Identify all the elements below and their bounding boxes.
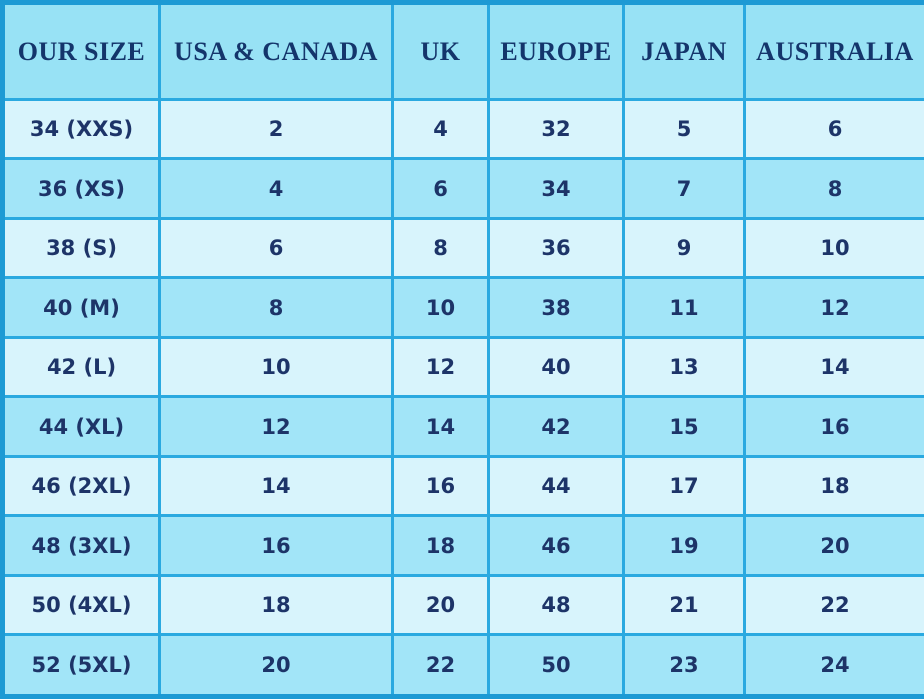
size-cell: 20: [391, 573, 490, 637]
size-cell: 22: [391, 633, 490, 698]
row-label-cell: 40 (M): [1, 276, 161, 339]
size-cell: 40: [487, 335, 625, 399]
size-cell: 19: [622, 514, 746, 577]
size-cell: 17: [622, 454, 746, 518]
size-cell: 13: [622, 335, 746, 399]
column-header: AUSTRALIA: [743, 1, 924, 101]
size-cell: 12: [158, 395, 394, 458]
size-cell: 20: [158, 633, 394, 698]
column-header: JAPAN: [622, 1, 746, 101]
size-cell: 16: [743, 395, 924, 458]
size-cell: 9: [622, 216, 746, 280]
size-cell: 7: [622, 157, 746, 220]
size-cell: 4: [391, 97, 490, 161]
table-row: 36 (XS) 4 6 34 7 8: [1, 157, 924, 220]
size-cell: 8: [158, 276, 394, 339]
column-header: EUROPE: [487, 1, 625, 101]
size-cell: 6: [743, 97, 924, 161]
size-cell: 18: [743, 454, 924, 518]
size-cell: 5: [622, 97, 746, 161]
size-cell: 36: [487, 216, 625, 280]
size-cell: 21: [622, 573, 746, 637]
table-row: 46 (2XL) 14 16 44 17 18: [1, 454, 924, 518]
size-cell: 15: [622, 395, 746, 458]
size-cell: 12: [743, 276, 924, 339]
row-label-cell: 44 (XL): [1, 395, 161, 458]
row-label-cell: 48 (3XL): [1, 514, 161, 577]
size-cell: 38: [487, 276, 625, 339]
column-header: OUR SIZE: [1, 1, 161, 101]
header-row: OUR SIZE USA & CANADA UK EUROPE JAPAN AUSTRAL…: [1, 1, 924, 101]
size-cell: 4: [158, 157, 394, 220]
row-label-cell: 42 (L): [1, 335, 161, 399]
size-cell: 42: [487, 395, 625, 458]
size-cell: 32: [487, 97, 625, 161]
size-cell: 2: [158, 97, 394, 161]
table-row: 40 (M) 8 10 38 11 12: [1, 276, 924, 339]
size-cell: 8: [743, 157, 924, 220]
size-cell: 23: [622, 633, 746, 698]
size-cell: 10: [158, 335, 394, 399]
table-row: 44 (XL) 12 14 42 15 16: [1, 395, 924, 458]
size-cell: 14: [158, 454, 394, 518]
size-cell: 34: [487, 157, 625, 220]
size-cell: 14: [391, 395, 490, 458]
size-cell: 48: [487, 573, 625, 637]
size-cell: 6: [158, 216, 394, 280]
table-row: 52 (5XL) 20 22 50 23 24: [1, 633, 924, 698]
row-label-cell: 38 (S): [1, 216, 161, 280]
row-label-cell: 50 (4XL): [1, 573, 161, 637]
row-label-cell: 36 (XS): [1, 157, 161, 220]
size-cell: 10: [391, 276, 490, 339]
table-row: 50 (4XL) 18 20 48 21 22: [1, 573, 924, 637]
size-cell: 14: [743, 335, 924, 399]
size-cell: 18: [158, 573, 394, 637]
row-label-cell: 34 (XXS): [1, 97, 161, 161]
column-header: UK: [391, 1, 490, 101]
table-row: 34 (XXS) 2 4 32 5 6: [1, 97, 924, 161]
size-cell: 20: [743, 514, 924, 577]
size-cell: 50: [487, 633, 625, 698]
size-cell: 16: [158, 514, 394, 577]
table-body: 34 (XXS) 2 4 32 5 6 36 (XS) 4 6 34 7 8 38 (S) 6 8 36 9 10…: [1, 97, 924, 698]
size-cell: 22: [743, 573, 924, 637]
size-cell: 16: [391, 454, 490, 518]
row-label-cell: 52 (5XL): [1, 633, 161, 698]
size-cell: 6: [391, 157, 490, 220]
size-cell: 8: [391, 216, 490, 280]
size-cell: 10: [743, 216, 924, 280]
column-header: USA & CANADA: [158, 1, 394, 101]
table-row: 42 (L) 10 12 40 13 14: [1, 335, 924, 399]
table-header: OUR SIZE USA & CANADA UK EUROPE JAPAN AUSTRAL…: [1, 1, 924, 101]
size-cell: 18: [391, 514, 490, 577]
table-row: 38 (S) 6 8 36 9 10: [1, 216, 924, 280]
row-label-cell: 46 (2XL): [1, 454, 161, 518]
size-cell: 44: [487, 454, 625, 518]
size-cell: 46: [487, 514, 625, 577]
table-row: 48 (3XL) 16 18 46 19 20: [1, 514, 924, 577]
size-cell: 12: [391, 335, 490, 399]
size-cell: 24: [743, 633, 924, 698]
size-cell: 11: [622, 276, 746, 339]
